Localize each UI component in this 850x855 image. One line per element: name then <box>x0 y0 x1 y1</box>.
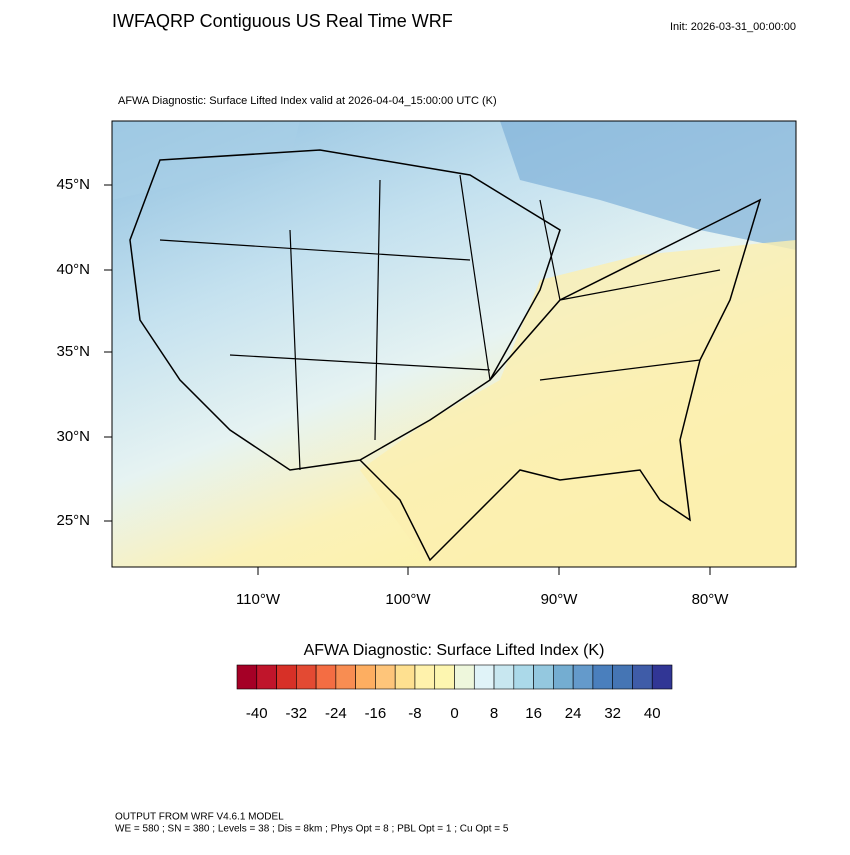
colorbar-tick-label: -40 <box>246 705 268 722</box>
lon-label: 100°W <box>385 591 431 608</box>
colorbar-box <box>335 664 356 690</box>
colorbar-box <box>632 664 653 690</box>
lon-label: 80°W <box>692 591 730 608</box>
colorbar-box <box>256 664 277 690</box>
colorbar-tick-label: -16 <box>365 705 387 722</box>
colorbar-tick-label: 8 <box>490 705 498 722</box>
colorbar-box <box>513 664 534 690</box>
colorbar-box <box>592 664 613 690</box>
colorbar-tick-label: -8 <box>408 705 421 722</box>
colorbar-box <box>533 664 554 690</box>
colorbar-box <box>276 664 297 690</box>
colorbar-box <box>473 664 495 690</box>
colorbar-box <box>315 664 337 690</box>
colorbar-tick-label: -32 <box>285 705 307 722</box>
lon-label: 90°W <box>541 591 579 608</box>
lon-labels: 110°W 100°W 90°W 80°W <box>236 567 729 608</box>
colorbar-tick-label: 32 <box>604 705 621 722</box>
colorbar-box <box>612 664 633 690</box>
colorbar-box <box>454 664 475 690</box>
lat-label: 45°N <box>56 176 90 193</box>
lat-label: 30°N <box>56 428 90 445</box>
map-frame <box>111 120 797 568</box>
colorbar-tick-label: -24 <box>325 705 347 722</box>
colorbar-box <box>375 664 396 690</box>
lat-label: 25°N <box>56 512 90 529</box>
colorbar-box <box>493 664 515 690</box>
footer-line: WE = 580 ; SN = 380 ; Levels = 38 ; Dis … <box>115 824 509 835</box>
colorbar-box <box>434 664 455 690</box>
colorbar-tick-label: 0 <box>450 705 458 722</box>
map-field <box>112 121 796 567</box>
colorbar-box <box>414 664 436 690</box>
colorbar-tick-label: 16 <box>525 705 542 722</box>
footer-line: OUTPUT FROM WRF V4.6.1 MODEL <box>115 812 284 823</box>
colorbar-box <box>651 664 673 690</box>
title: IWFAQRP Contiguous US Real Time WRF <box>112 11 453 31</box>
colorbar: -40 -32 -24 -16 -8 0 8 16 24 32 40 <box>236 664 673 722</box>
lat-labels: 45°N 40°N 35°N 30°N 25°N <box>56 176 112 529</box>
colorbar-box <box>553 664 574 690</box>
colorbar-tick-label: 24 <box>565 705 582 722</box>
subtitle: AFWA Diagnostic: Surface Lifted Index va… <box>118 95 497 107</box>
lon-label: 110°W <box>236 591 281 608</box>
colorbar-box <box>394 664 416 690</box>
colorbar-tick-label: 40 <box>644 705 661 722</box>
colorbar-box <box>296 664 317 690</box>
colorbar-title: AFWA Diagnostic: Surface Lifted Index (K… <box>304 642 605 659</box>
colorbar-box <box>236 664 258 690</box>
init-time: Init: 2026-03-31_00:00:00 <box>670 21 796 33</box>
colorbar-box <box>355 664 376 690</box>
lat-label: 35°N <box>56 343 90 360</box>
lat-label: 40°N <box>56 261 90 278</box>
colorbar-box <box>572 664 594 690</box>
